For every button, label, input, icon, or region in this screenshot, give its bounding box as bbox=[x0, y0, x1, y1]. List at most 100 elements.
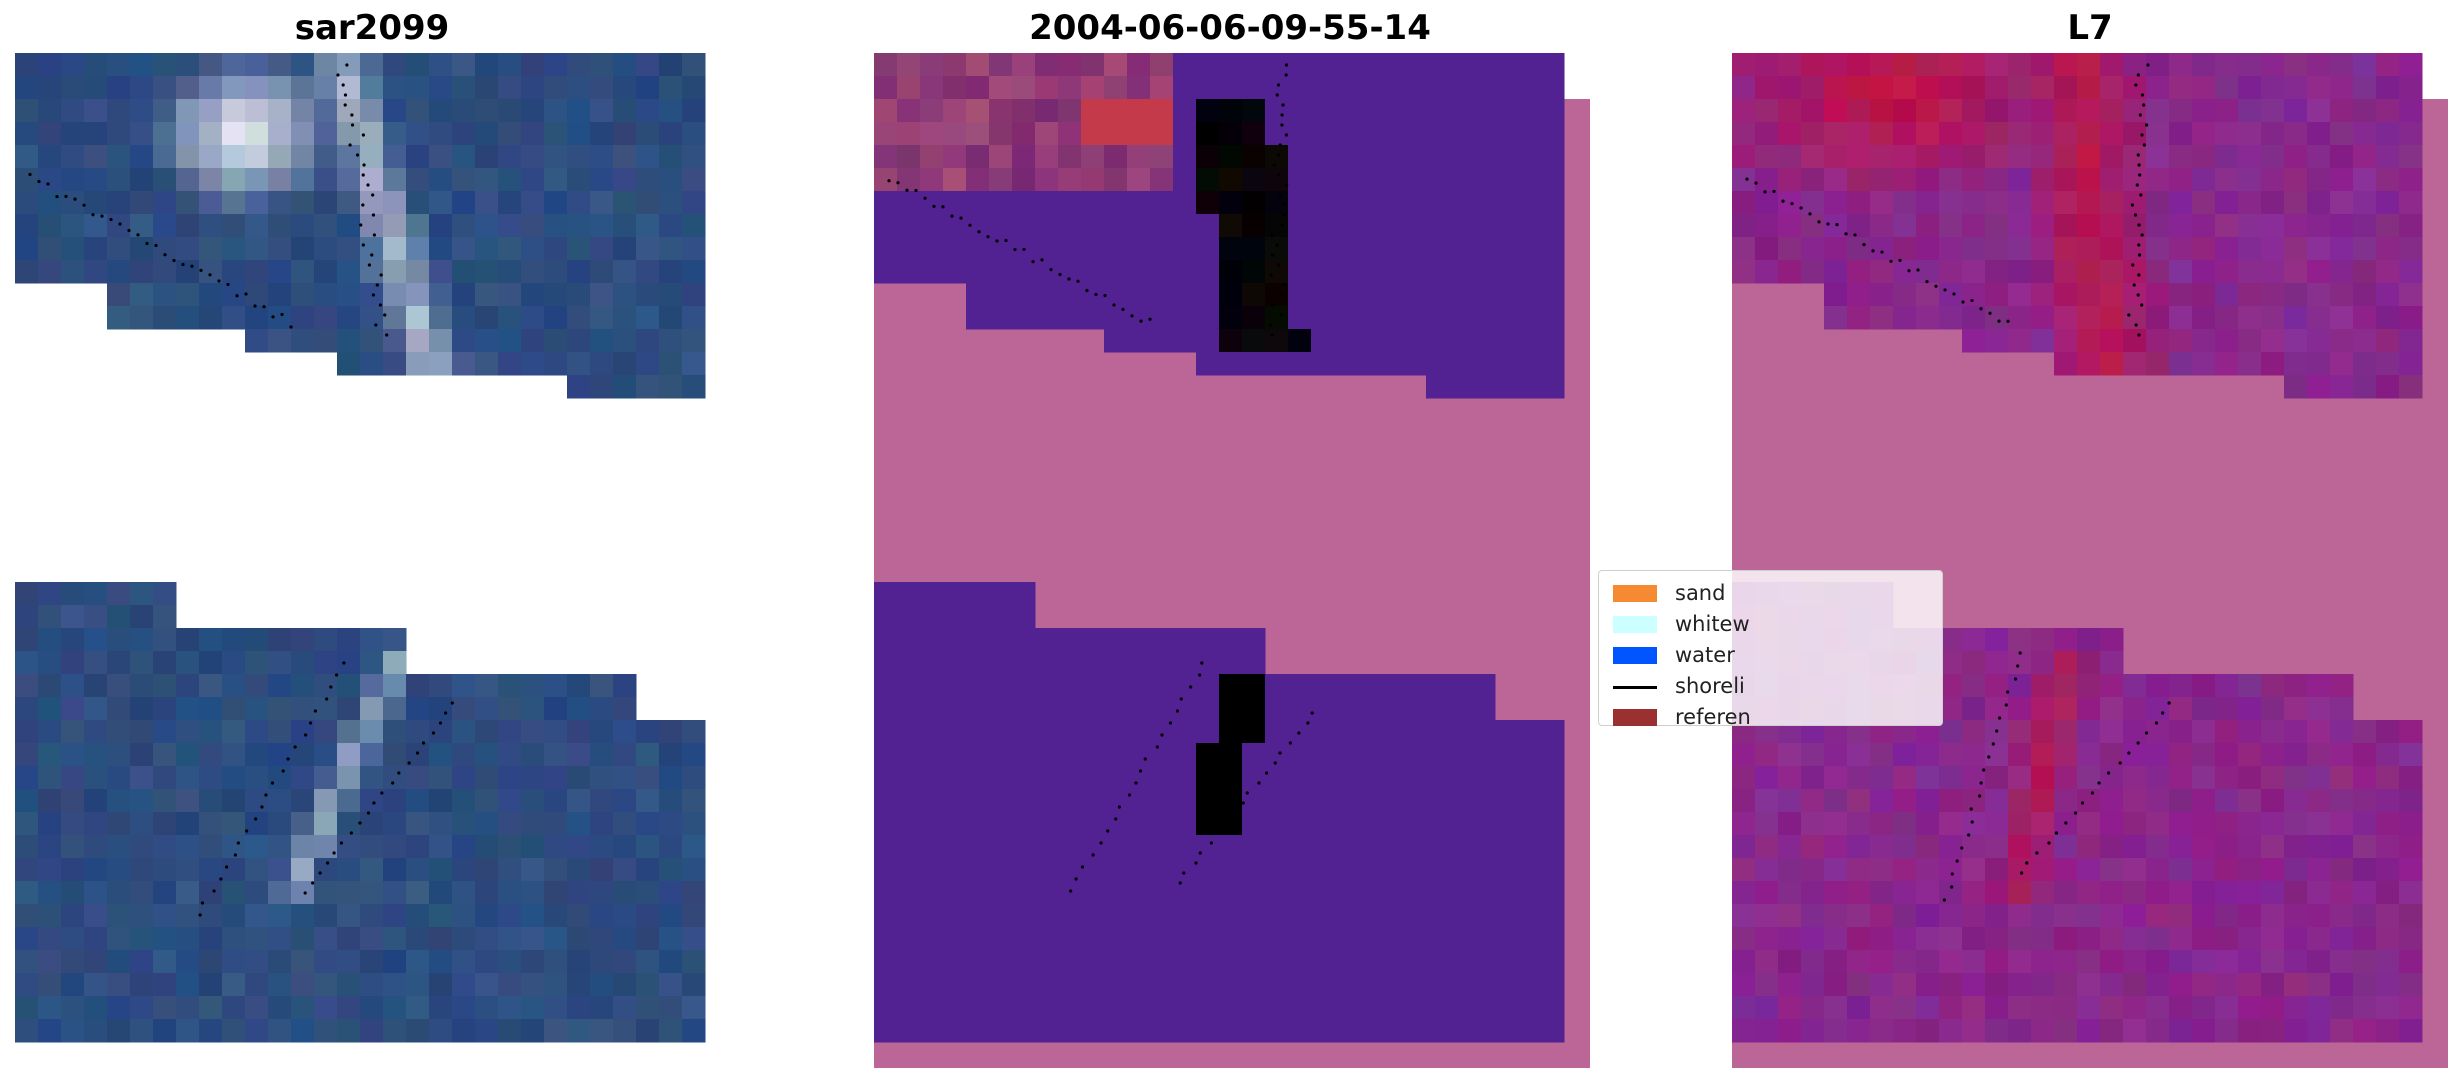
class-pixel bbox=[1081, 766, 1105, 790]
sar-pixel bbox=[406, 191, 430, 215]
sar-pixel bbox=[107, 1019, 131, 1043]
sar-pixel bbox=[659, 996, 683, 1020]
class-pixel bbox=[1012, 1019, 1036, 1043]
l7-pixel bbox=[2100, 306, 2124, 330]
class-pixel bbox=[1196, 950, 1220, 974]
class-pixel bbox=[989, 835, 1013, 859]
l7-pixel bbox=[2353, 168, 2377, 192]
class-pixel bbox=[1104, 996, 1128, 1020]
l7-pixel bbox=[2261, 329, 2285, 353]
sar-pixel bbox=[475, 1019, 499, 1043]
sar-pixel bbox=[429, 996, 453, 1020]
l7-pixel bbox=[2330, 329, 2354, 353]
sar-pixel bbox=[613, 168, 637, 192]
shoreline-point bbox=[1270, 333, 1274, 337]
sar-pixel bbox=[314, 743, 338, 767]
l7-pixel bbox=[1801, 53, 1825, 77]
sar-pixel bbox=[130, 904, 154, 928]
l7-pixel bbox=[2077, 996, 2101, 1020]
l7-pixel bbox=[1755, 76, 1779, 100]
l7-pixel bbox=[2031, 835, 2055, 859]
l7-pixel bbox=[2008, 145, 2032, 169]
sar-pixel bbox=[107, 283, 131, 307]
class-pixel bbox=[1495, 214, 1519, 238]
class-pixel bbox=[874, 835, 898, 859]
sar-pixel bbox=[567, 329, 591, 353]
class-pixel bbox=[1518, 375, 1542, 399]
sar-pixel bbox=[452, 973, 476, 997]
class-pixel bbox=[1035, 283, 1059, 307]
l7-pixel bbox=[2261, 306, 2285, 330]
sar-pixel bbox=[268, 76, 292, 100]
l7-pixel bbox=[1893, 122, 1917, 146]
class-pixel bbox=[1541, 283, 1565, 307]
sar-pixel bbox=[498, 697, 522, 721]
shoreline-point bbox=[2146, 63, 2150, 67]
shoreline-point bbox=[198, 913, 202, 917]
sar-pixel bbox=[61, 628, 85, 652]
class-pixel bbox=[1311, 283, 1335, 307]
shoreline-point bbox=[2134, 323, 2138, 327]
shoreline-point bbox=[1880, 250, 1884, 254]
l7-pixel bbox=[2307, 306, 2331, 330]
class-pixel bbox=[1035, 789, 1059, 813]
shoreline-point bbox=[329, 685, 333, 689]
sar-pixel bbox=[383, 651, 407, 675]
class-pixel bbox=[966, 697, 990, 721]
l7-pixel bbox=[2077, 904, 2101, 928]
sar-pixel bbox=[199, 881, 223, 905]
l7-pixel bbox=[1916, 835, 1940, 859]
shoreline-point bbox=[1898, 258, 1902, 262]
class-pixel bbox=[1426, 674, 1450, 698]
class-pixel bbox=[1058, 674, 1082, 698]
sar-pixel bbox=[383, 720, 407, 744]
class-pixel bbox=[1472, 927, 1496, 951]
class-pixel bbox=[1127, 168, 1151, 192]
sar-pixel bbox=[15, 99, 39, 123]
class-pixel bbox=[1403, 674, 1427, 698]
shoreline-point bbox=[2020, 871, 2024, 875]
class-pixel bbox=[1012, 766, 1036, 790]
sar-pixel bbox=[199, 789, 223, 813]
class-pixel bbox=[1288, 973, 1312, 997]
sar-pixel bbox=[107, 168, 131, 192]
l7-pixel bbox=[2238, 950, 2262, 974]
sar-pixel bbox=[682, 927, 706, 951]
l7-pixel bbox=[2100, 260, 2124, 284]
l7-pixel bbox=[1962, 191, 1986, 215]
sar-pixel bbox=[383, 950, 407, 974]
sar-pixel bbox=[15, 145, 39, 169]
sar-pixel bbox=[291, 720, 315, 744]
sar-pixel bbox=[429, 76, 453, 100]
sar-pixel bbox=[268, 651, 292, 675]
sar-pixel bbox=[15, 237, 39, 261]
class-pixel bbox=[1173, 973, 1197, 997]
l7-pixel bbox=[2146, 812, 2170, 836]
l7-pixel bbox=[1824, 858, 1848, 882]
sar-pixel bbox=[498, 99, 522, 123]
sar-pixel bbox=[682, 904, 706, 928]
l7-pixel bbox=[1847, 950, 1871, 974]
class-pixel bbox=[1449, 375, 1473, 399]
l7-pixel bbox=[2100, 651, 2124, 675]
sar-pixel bbox=[544, 329, 568, 353]
sar-pixel bbox=[406, 237, 430, 261]
class-pixel bbox=[989, 260, 1013, 284]
class-pixel bbox=[1242, 858, 1266, 882]
sar-pixel bbox=[429, 697, 453, 721]
l7-pixel bbox=[2238, 835, 2262, 859]
l7-pixel bbox=[1778, 858, 1802, 882]
l7-pixel bbox=[2307, 858, 2331, 882]
class-pixel bbox=[1380, 697, 1404, 721]
l7-pixel bbox=[2307, 145, 2331, 169]
class-pixel bbox=[1196, 145, 1220, 169]
shoreline-point bbox=[1284, 73, 1288, 77]
class-pixel bbox=[1012, 835, 1036, 859]
class-pixel bbox=[1518, 191, 1542, 215]
sar-pixel bbox=[222, 99, 246, 123]
class-pixel bbox=[966, 973, 990, 997]
class-pixel bbox=[1334, 766, 1358, 790]
l7-pixel bbox=[2169, 1019, 2193, 1043]
sar-pixel bbox=[130, 973, 154, 997]
class-pixel bbox=[1495, 720, 1519, 744]
